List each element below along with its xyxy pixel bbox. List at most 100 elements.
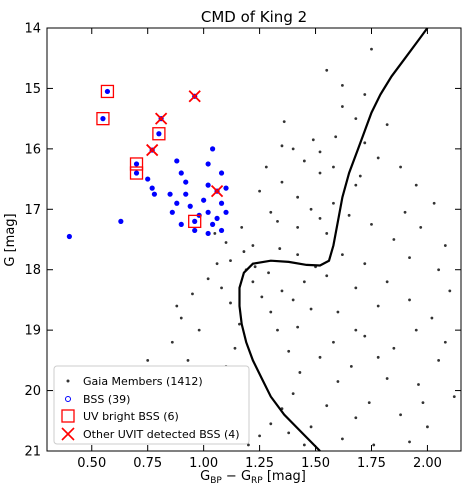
legend: Gaia Members (1412) BSS (39) UV bright B…: [53, 365, 250, 445]
bss-point: [205, 230, 211, 237]
bss-point: [187, 203, 193, 209]
gaia-member-point: [332, 201, 335, 205]
gaia-member-point: [302, 159, 306, 163]
x-axis-label: GBP − GRP [mag]: [200, 469, 306, 486]
bss-point: [169, 209, 175, 215]
gaia-member-point: [325, 274, 329, 278]
plot-frame: [46, 27, 462, 452]
y-tick-label: 20: [24, 384, 41, 399]
gaia-member-point: [354, 286, 358, 290]
bss-point: [118, 218, 124, 224]
gaia-member-point: [197, 328, 201, 332]
legend-gaia-label: Gaia Members (1412): [83, 375, 203, 388]
bss-point: [218, 200, 225, 206]
gaia-member-point: [332, 165, 335, 169]
gaia-member-point: [318, 355, 322, 359]
gaia-member-point: [376, 355, 380, 359]
gaia-member-point: [399, 413, 402, 417]
legend-uvit-label: Other UVIT detected BSS (4): [83, 428, 240, 441]
gaia-member-point: [437, 268, 441, 272]
x-tick-label: 1.25: [245, 456, 274, 471]
bss-point: [174, 200, 180, 206]
gaia-member-point: [367, 401, 371, 405]
isochrone-layer: [238, 27, 429, 452]
uv-bright-bss-marker: [100, 84, 115, 99]
gaia-member-point: [363, 334, 367, 338]
gaia-member-point: [309, 207, 313, 211]
gaia-member-point: [280, 289, 284, 293]
gaia-member-point: [325, 404, 329, 408]
gaia-member-point: [240, 226, 244, 229]
gaia-member-point: [238, 322, 241, 326]
gaia-member-point: [220, 286, 223, 290]
bss-point: [223, 209, 229, 215]
gaia-member-point: [291, 392, 295, 395]
bss-point: [210, 221, 216, 227]
gaia-member-point: [287, 349, 291, 353]
gaia-member-point: [269, 210, 273, 214]
x-tick-label: 0.50: [77, 456, 106, 471]
gaia-member-point: [260, 295, 264, 299]
gaia-member-point: [251, 280, 255, 284]
gaia-member-point: [421, 401, 425, 405]
gaia-member-point: [432, 201, 436, 205]
uv-bright-bss-marker: [129, 157, 144, 171]
gaia-member-point: [443, 340, 447, 344]
gaia-member-point: [179, 316, 183, 320]
bss-point: [156, 131, 162, 137]
bss-point: [133, 170, 140, 176]
gaia-member-point: [340, 253, 344, 257]
legend-bss-marker: [65, 396, 71, 402]
x-tick-label: 1.50: [301, 456, 330, 471]
bss-point: [145, 176, 151, 182]
gaia-member-point: [443, 244, 447, 247]
bss-point: [104, 88, 111, 95]
gaia-member-point: [408, 440, 411, 444]
gaia-member-point: [264, 165, 268, 169]
bss-point: [133, 161, 140, 167]
gaia-member-point: [426, 425, 429, 429]
gaia-member-point: [213, 232, 217, 235]
isochrone-curve: [238, 27, 429, 452]
gaia-member-point: [363, 93, 367, 96]
gaia-member-point: [282, 120, 286, 124]
gaia-member-point: [452, 395, 456, 399]
bss-point: [192, 218, 198, 224]
y-axis-ticks: 14 15 16 17 18 19 20 21: [24, 22, 461, 460]
gaia-member-point: [358, 174, 362, 178]
gaia-member-point: [296, 253, 300, 257]
bss-point: [205, 209, 211, 215]
gaia-member-point: [278, 247, 282, 250]
gaia-member-point: [347, 213, 351, 217]
gaia-member-point: [325, 232, 329, 235]
gaia-member-point: [206, 277, 210, 281]
bss-point: [167, 191, 173, 197]
y-tick-label: 21: [24, 445, 41, 460]
bss-point: [218, 227, 225, 234]
bss-point: [218, 170, 225, 176]
gaia-member-point: [392, 346, 396, 350]
gaia-member-point: [385, 377, 389, 380]
gaia-member-point: [253, 265, 257, 269]
gaia-member-point: [354, 183, 358, 187]
x-tick-label: 1.75: [357, 456, 386, 471]
bss-point: [210, 146, 216, 152]
bss-point: [178, 170, 184, 176]
chart-title: CMD of King 2: [201, 8, 307, 26]
gaia-member-point: [215, 262, 219, 266]
legend-uv-bright-label: UV bright BSS (6): [83, 410, 179, 423]
uvit-detected-bss-marker: [210, 185, 224, 198]
gaia-member-point: [287, 431, 291, 435]
gaia-member-point: [296, 325, 300, 329]
x-tick-label: 1.00: [189, 456, 218, 471]
gaia-member-point: [430, 316, 434, 320]
gaia-member-point: [325, 68, 329, 72]
gaia-member-point: [309, 307, 313, 311]
gaia-member-point: [340, 437, 344, 441]
gaia-member-point: [354, 117, 358, 121]
legend-uvit-marker: [61, 427, 75, 441]
gaia-member-point: [251, 244, 255, 247]
gaia-member-point: [276, 328, 279, 332]
